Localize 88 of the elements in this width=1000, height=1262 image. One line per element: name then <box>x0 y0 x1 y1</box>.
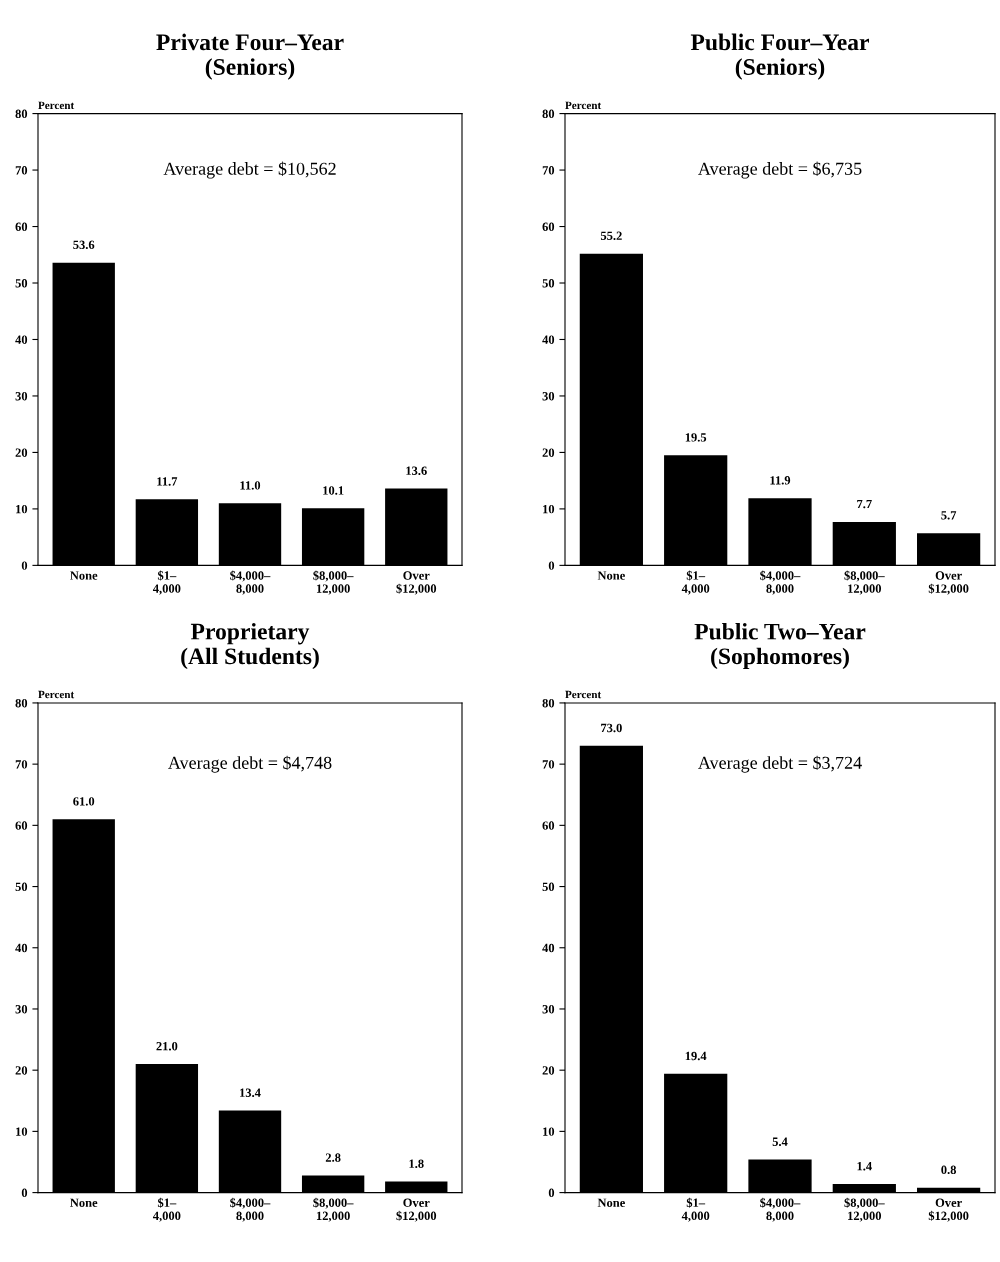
data-label: 5.7 <box>941 511 957 520</box>
y-tick-label: 30 <box>542 391 555 401</box>
y-tick-label: 70 <box>15 166 28 175</box>
y-tick-label: 60 <box>15 821 28 830</box>
y-tick-label: 80 <box>542 109 555 119</box>
data-label: 73.0 <box>601 723 622 733</box>
y-tick-label: 60 <box>542 821 555 830</box>
data-label: 13.4 <box>240 1088 261 1097</box>
y-tick-label: 20 <box>542 448 555 457</box>
y-tick-label: 20 <box>15 448 28 457</box>
data-label: 61.0 <box>73 797 95 806</box>
y-tick-label: 40 <box>542 943 555 953</box>
y-axis-title: Percent <box>565 690 602 699</box>
y-tick-label: 70 <box>542 760 555 769</box>
data-label: 55.2 <box>600 231 622 241</box>
x-tick-label: $8,000– 12,000 <box>844 1197 885 1222</box>
x-tick-label: Over $12,000 <box>928 1198 969 1222</box>
y-tick-label: 40 <box>15 943 28 953</box>
y-axis-title: Percent <box>565 101 602 110</box>
x-tick-label: $4,000– 8,000 <box>760 570 801 595</box>
x-tick-label: Over $12,000 <box>396 571 437 595</box>
x-tick-label: Over $12,000 <box>928 571 969 595</box>
annotation: Average debt = $10,562 <box>163 161 336 179</box>
x-tick-label: Over $12,000 <box>396 1198 437 1222</box>
y-tick-label: 80 <box>542 698 555 708</box>
data-label: 19.5 <box>685 433 707 442</box>
chart-title: Private Four–Year (Seniors) <box>156 33 344 80</box>
data-label: 7.7 <box>857 499 872 509</box>
data-label: 2.8 <box>325 1153 341 1162</box>
chart-title: Public Two–Year (Sophomores) <box>694 622 866 670</box>
y-tick-label: 30 <box>15 1004 28 1014</box>
y-tick-label: 60 <box>15 222 28 231</box>
y-tick-label: 20 <box>15 1066 28 1075</box>
data-label: 5.4 <box>772 1137 788 1146</box>
y-tick-label: 0 <box>548 561 555 570</box>
data-label: 1.4 <box>857 1162 872 1171</box>
x-tick-label: $1– 4,000 <box>681 1197 710 1222</box>
y-tick-label: 80 <box>15 109 28 119</box>
x-tick-label: $4,000– 8,000 <box>230 570 271 595</box>
chart-title: Proprietary (All Students) <box>181 622 319 670</box>
y-tick-label: 0 <box>548 1188 555 1198</box>
x-tick-label: None <box>597 571 625 580</box>
y-tick-label: 10 <box>16 504 28 514</box>
y-tick-label: 50 <box>542 882 555 892</box>
data-label: 19.4 <box>685 1051 707 1061</box>
y-tick-label: 20 <box>542 1066 555 1075</box>
y-tick-label: 10 <box>543 1127 555 1136</box>
y-tick-label: 0 <box>21 1188 28 1198</box>
y-tick-label: 70 <box>542 166 555 175</box>
x-tick-label: $1– 4,000 <box>681 570 710 595</box>
x-tick-label: None <box>70 571 98 580</box>
y-tick-label: 10 <box>543 504 555 514</box>
x-tick-label: $8,000– 12,000 <box>313 570 354 595</box>
y-tick-label: 50 <box>542 279 555 288</box>
y-tick-label: 30 <box>542 1004 555 1014</box>
y-axis-title: Percent <box>38 101 75 110</box>
x-tick-label: $1– 4,000 <box>152 570 181 595</box>
x-tick-label: None <box>597 1198 625 1207</box>
y-tick-label: 70 <box>15 760 28 769</box>
data-label: 11.0 <box>240 481 261 490</box>
x-tick-label: $4,000– 8,000 <box>230 1197 271 1222</box>
x-tick-label: $8,000– 12,000 <box>844 570 885 595</box>
annotation: Average debt = $6,735 <box>698 161 862 179</box>
annotation: Average debt = $3,724 <box>698 755 862 773</box>
y-tick-label: 50 <box>15 882 28 892</box>
annotation: Average debt = $4,748 <box>168 755 332 773</box>
data-label: 13.6 <box>406 466 427 475</box>
y-tick-label: 40 <box>542 335 555 344</box>
y-tick-label: 40 <box>15 335 28 344</box>
data-label: 53.6 <box>73 240 95 250</box>
y-tick-label: 30 <box>15 391 28 401</box>
data-label: 0.8 <box>941 1165 957 1175</box>
y-tick-label: 60 <box>542 222 555 231</box>
data-label: 10.1 <box>323 486 344 495</box>
y-axis-title: Percent <box>38 690 75 699</box>
y-tick-label: 50 <box>15 279 28 288</box>
chart-title: Public Four–Year (Seniors) <box>690 33 869 80</box>
x-tick-label: $8,000– 12,000 <box>313 1197 354 1222</box>
data-label: 21.0 <box>156 1041 178 1051</box>
x-tick-label: $1– 4,000 <box>152 1197 181 1222</box>
y-tick-label: 0 <box>21 561 28 570</box>
data-label: 11.7 <box>157 477 178 486</box>
x-tick-label: None <box>70 1198 98 1207</box>
data-label: 1.8 <box>409 1159 424 1168</box>
data-label: 11.9 <box>770 476 791 485</box>
y-tick-label: 80 <box>15 698 28 708</box>
x-tick-label: $4,000– 8,000 <box>760 1197 801 1222</box>
y-tick-label: 10 <box>16 1127 28 1136</box>
